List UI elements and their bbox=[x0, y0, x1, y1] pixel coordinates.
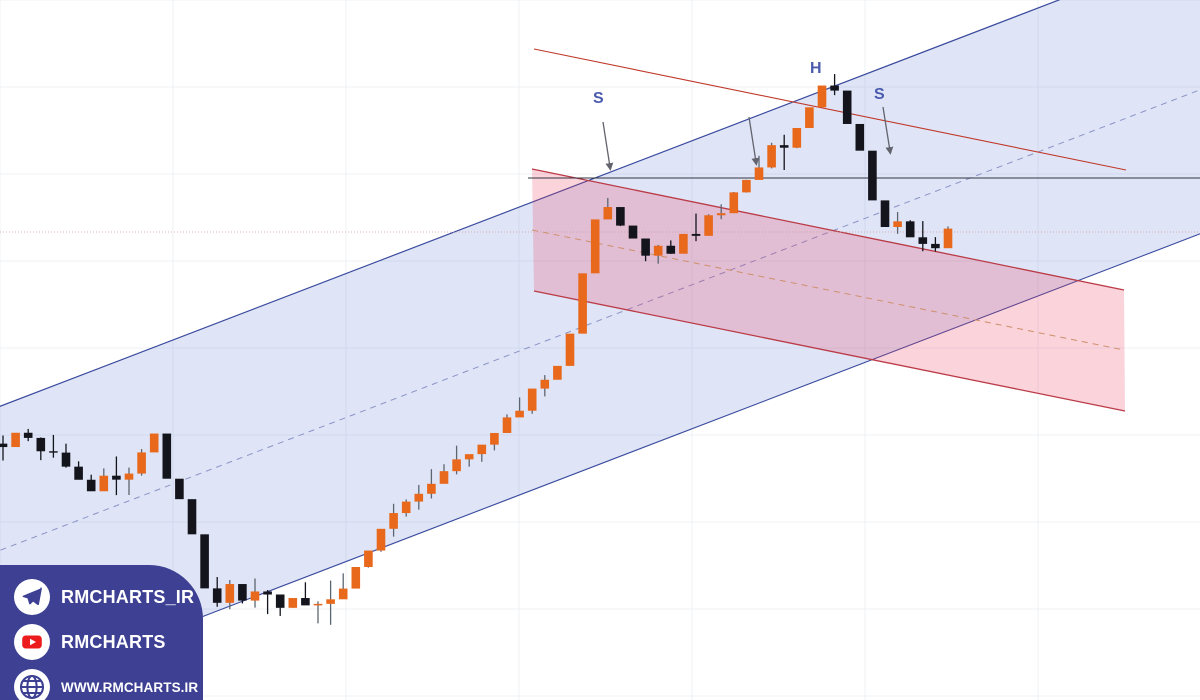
svg-text:H: H bbox=[810, 60, 822, 77]
svg-text:S: S bbox=[874, 86, 885, 103]
svg-text:S: S bbox=[593, 90, 604, 107]
